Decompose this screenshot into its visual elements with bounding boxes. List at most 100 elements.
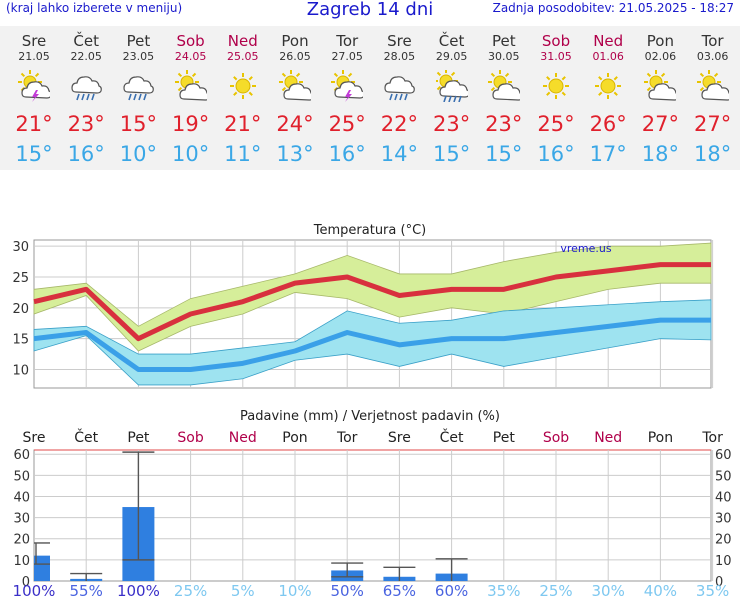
x-tick-label: Sob [177, 430, 203, 446]
sun-cloud-icon [696, 70, 729, 101]
temperature-chart-title: Temperatura (°C) [313, 223, 426, 238]
y-tick-label-right: 20 [715, 533, 732, 548]
x-tick-label: Pon [648, 430, 673, 446]
y-tick-label-right: 40 [715, 490, 732, 505]
max-temperature: 25° [537, 112, 575, 136]
precipitation-probability: 25% [539, 582, 572, 600]
day-name: Tor [701, 32, 724, 50]
min-temperature: 11° [224, 142, 262, 166]
day-date: 01.06 [592, 50, 624, 63]
precipitation-probability: 50% [331, 582, 364, 600]
min-temperature: 16° [67, 142, 105, 166]
precipitation-probability: 30% [592, 582, 625, 600]
max-temperature: 25° [328, 112, 366, 136]
y-tick-label: 20 [12, 302, 29, 317]
y-tick-label-left: 30 [13, 512, 30, 527]
day-name: Tor [336, 32, 359, 50]
min-temperature-range [33, 299, 712, 386]
min-temperature: 17° [589, 142, 627, 166]
min-temperature: 14° [380, 142, 418, 166]
day-name: Pon [281, 32, 309, 50]
min-temperature: 15° [15, 142, 53, 166]
day-date: 21.05 [18, 50, 50, 63]
day-date: 02.06 [644, 50, 677, 63]
day-date: 28.05 [383, 50, 416, 63]
y-tick-label-left: 50 [13, 469, 30, 484]
y-tick-label: 30 [12, 240, 29, 255]
cloud-rain-icon [71, 76, 103, 101]
precipitation-probability: 100% [117, 582, 160, 600]
x-tick-label: Sre [23, 430, 46, 446]
max-temperature: 19° [171, 112, 210, 136]
day-date: 23.05 [122, 50, 155, 63]
x-tick-label: Pet [493, 430, 516, 446]
y-tick-label: 10 [12, 364, 29, 379]
min-temperature: 13° [276, 142, 314, 166]
x-tick-label: Tor [701, 430, 723, 446]
min-temperature: 16° [328, 142, 366, 166]
y-tick-label-left: 0 [22, 575, 30, 590]
min-temperature: 16° [537, 142, 575, 166]
sun-cloud-icon [174, 70, 207, 101]
x-tick-label: Pet [127, 430, 150, 446]
sun-cloud-icon [279, 70, 311, 101]
min-temperature: 18° [641, 142, 679, 166]
last-updated: Zadnja posodobitev: 21.05.2025 - 18:27 [492, 1, 734, 15]
x-tick-label: Čet [74, 428, 98, 446]
min-temperature-line [33, 317, 711, 372]
max-temperature: 27° [641, 112, 679, 136]
cloud-rain-icon [123, 76, 155, 101]
min-temperature: 18° [693, 142, 732, 166]
y-tick-label-left: 20 [13, 533, 30, 548]
y-tick-label-right: 0 [715, 575, 723, 590]
y-tick-label: 25 [12, 271, 29, 286]
sun-icon [595, 73, 622, 99]
x-tick-label: Pon [282, 430, 307, 446]
max-temperature: 15° [119, 112, 157, 136]
day-name: Sob [176, 32, 205, 50]
sun-cloud-rain-icon [435, 70, 468, 102]
day-name: Pet [126, 32, 151, 50]
precipitation-probability: 65% [383, 582, 416, 600]
x-tick-label: Čet [440, 428, 464, 446]
sun-icon [229, 73, 256, 99]
precipitation-probability: 55% [70, 582, 103, 600]
day-name: Čet [73, 32, 99, 50]
max-temperature: 23° [432, 112, 471, 136]
sun-cloud-lightning-icon [18, 70, 50, 102]
max-temperature: 24° [276, 112, 314, 136]
day-date: 29.05 [435, 50, 468, 63]
precipitation-bar [34, 555, 50, 581]
sun-icon [543, 73, 569, 99]
min-temperature: 10° [119, 142, 157, 166]
daily-forecast-strip: Sre 21.05 21° 15° Čet 22.05 23° 16° Pet 23.05 15° 1… [0, 26, 740, 170]
watermark: vreme.us [560, 242, 612, 255]
max-temperature: 23° [485, 112, 523, 136]
day-name: Čet [438, 32, 465, 50]
day-name: Ned [227, 32, 258, 50]
max-temperature-range [33, 242, 712, 352]
x-tick-label: Tor [336, 430, 358, 446]
y-tick-label-left: 40 [13, 490, 30, 505]
max-temperature: 21° [224, 112, 262, 136]
max-temperature: 21° [15, 112, 53, 136]
day-name: Sre [387, 32, 412, 50]
precipitation-probability: 100% [13, 582, 56, 600]
precipitation-probability: 5% [231, 582, 255, 600]
sun-cloud-icon [644, 70, 677, 101]
day-date: 30.05 [488, 50, 520, 63]
y-tick-label: 15 [12, 333, 29, 348]
x-tick-label: Ned [594, 430, 622, 446]
day-date: 25.05 [227, 50, 259, 63]
x-tick-label: Ned [229, 430, 257, 446]
max-temperature-line [33, 262, 711, 342]
max-temperature: 23° [67, 112, 105, 136]
day-date: 26.05 [279, 50, 311, 63]
precipitation-probability: 40% [644, 582, 677, 600]
precipitation-probability: 35% [487, 582, 520, 600]
day-date: 27.05 [331, 50, 363, 63]
location-menu-note: (kraj lahko izberete v meniju) [6, 1, 183, 15]
x-tick-label: Sob [543, 430, 569, 446]
min-temperature: 15° [432, 142, 471, 166]
min-temperature: 15° [485, 142, 523, 166]
